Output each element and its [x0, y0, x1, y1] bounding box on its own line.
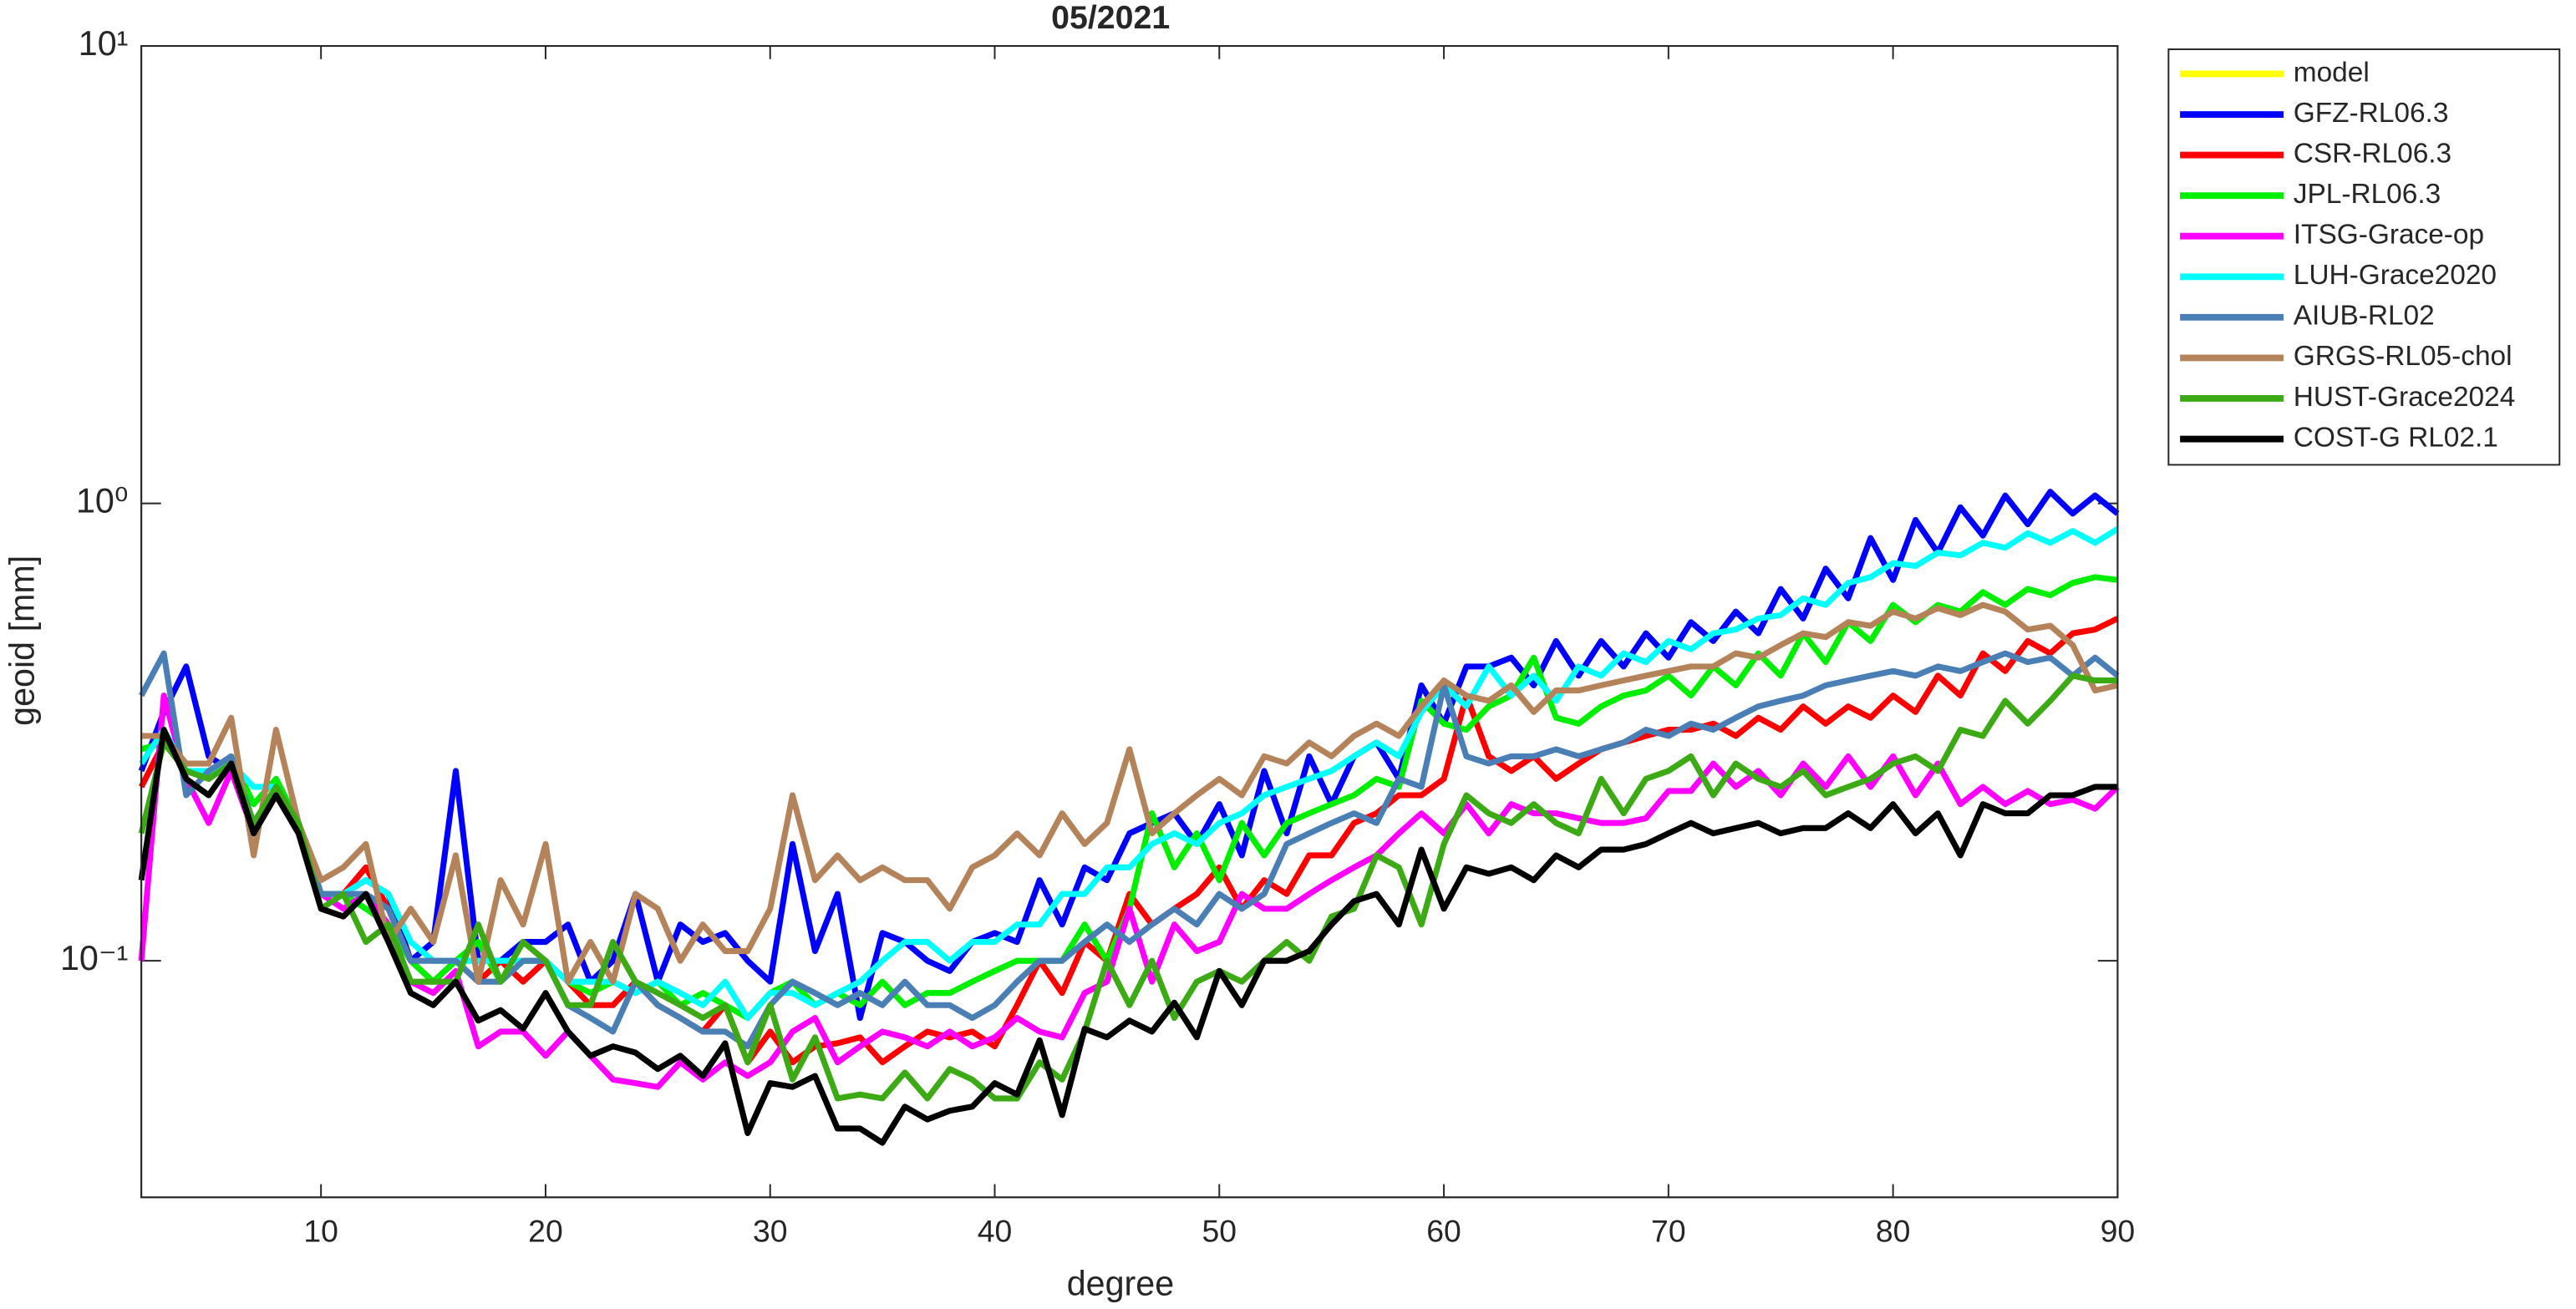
legend-label: model [2294, 57, 2370, 88]
x-tick-label: 70 [1651, 1213, 1686, 1248]
legend-label: COST-G RL02.1 [2294, 422, 2498, 453]
legend-label: GRGS-RL05-chol [2294, 341, 2512, 372]
legend-label: AIUB-RL02 [2294, 301, 2435, 332]
x-tick-label: 10 [303, 1213, 338, 1248]
legend-label: CSR-RL06.3 [2294, 138, 2452, 169]
legend-label: LUH-Grace2020 [2294, 260, 2497, 291]
chart-title: 05/2021 [1051, 0, 1170, 36]
x-tick-label: 50 [1202, 1213, 1237, 1248]
x-tick-label: 80 [1876, 1213, 1911, 1248]
legend-label: HUST-Grace2024 [2294, 382, 2516, 413]
series-line [139, 650, 2120, 1050]
x-axis-label: degree [1067, 1264, 1175, 1302]
x-tick-label: 20 [528, 1213, 563, 1248]
series-line [139, 526, 2120, 1022]
legend-label: ITSG-Grace-op [2294, 220, 2484, 251]
x-tick-label: 90 [2101, 1213, 2136, 1248]
x-tick-label: 60 [1426, 1213, 1461, 1248]
x-tick-label: 40 [978, 1213, 1013, 1248]
y-tick-label: 10⁰ [76, 482, 128, 520]
x-tick-label: 30 [753, 1213, 788, 1248]
series-line [138, 672, 2118, 1102]
legend-box [2167, 48, 2561, 466]
series-line [138, 489, 2120, 1022]
plot-frame [140, 45, 2119, 1199]
y-axis-label: geoid [mm] [3, 556, 41, 726]
y-tick-label: 10¹ [79, 24, 129, 63]
y-tick-label: 10⁻¹ [60, 939, 128, 977]
series-line [138, 727, 2118, 1146]
legend-label: GFZ-RL06.3 [2294, 98, 2449, 129]
legend-label: JPL-RL06.3 [2294, 179, 2441, 210]
